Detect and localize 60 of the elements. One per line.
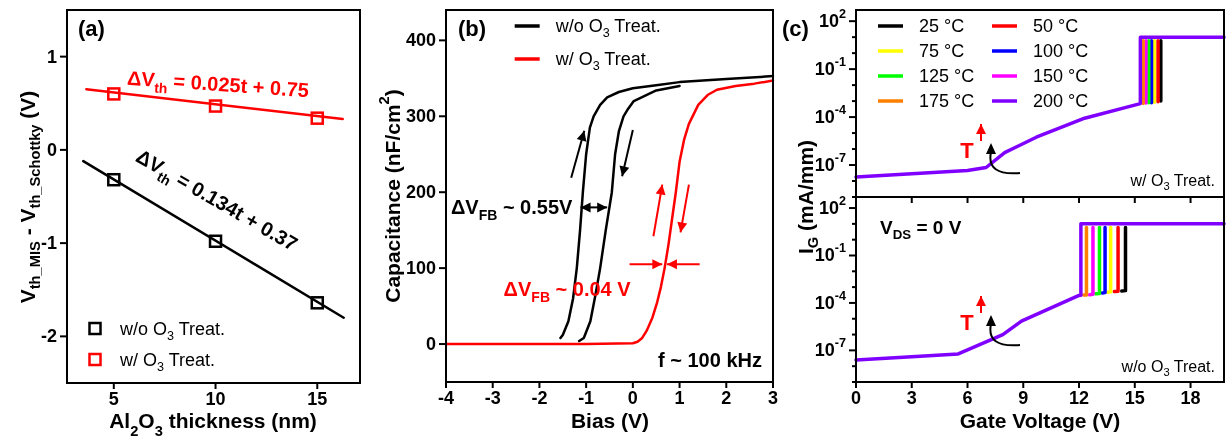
y-tick-label: 10$^{-4}$	[814, 288, 846, 313]
x-tick-label: 10	[205, 389, 226, 409]
annotation: T	[960, 309, 975, 335]
x-tick-label: 3	[767, 388, 779, 408]
y-tick-label: 1	[46, 46, 57, 67]
annotation: w/o O$_{3}$ Treat.	[1120, 357, 1215, 378]
y-tick-label: 10$^{2}$	[818, 194, 846, 219]
x-tick-label: -4	[437, 388, 455, 408]
chart-title: (b)	[458, 16, 487, 41]
x-tick-label: 2	[721, 388, 732, 408]
x-tick-label: 3	[906, 388, 917, 408]
x-tick-label: 15	[307, 389, 328, 409]
legend-label: 75 °C	[919, 41, 965, 61]
x-tick-label: 6	[962, 388, 973, 408]
x-tick-label: -3	[484, 388, 501, 408]
y-tick-label: -1	[40, 233, 57, 254]
annotation: ΔV$_{th}$ = 0.025t + 0.75	[126, 66, 310, 102]
y-tick-label: 0	[425, 334, 436, 355]
legend-label: 50 °C	[1033, 16, 1079, 36]
legend-label: 125 °C	[919, 66, 975, 86]
y-tick-label: 100	[405, 258, 436, 279]
legend-label: w/o O$_{3}$ Treat.	[554, 16, 661, 40]
y-tick-label: 10$^{-4}$	[814, 103, 846, 128]
legend-label: w/o O$_{3}$ Treat.	[119, 318, 226, 343]
annotation: V$_{DS}$ = 0 V	[880, 216, 962, 242]
y-tick-label: 10$^{-7}$	[814, 151, 846, 176]
annotation: f ~ 100 kHz	[658, 349, 762, 371]
annotation: T	[960, 137, 975, 163]
annotation: w/ O$_{3}$ Treat.	[1129, 171, 1215, 192]
x-tick-label: 18	[1180, 388, 1201, 408]
x-tick-label: 15	[1124, 388, 1145, 408]
x-axis-title: Al$_{2}$O$_{3}$ thickness (nm)	[109, 409, 317, 436]
legend-label: 200 °C	[1033, 91, 1089, 111]
legend-label: w/ O$_{3}$ Treat.	[554, 49, 651, 73]
y-tick-label: 0	[46, 139, 57, 160]
x-tick-label: -1	[578, 388, 595, 408]
x-tick-label: -2	[531, 388, 548, 408]
x-tick-label: 0	[850, 388, 862, 408]
y-tick-label: 200	[405, 182, 436, 203]
chart-title: (c)	[782, 16, 809, 41]
y-tick-label: 400	[405, 30, 436, 51]
y-tick-label: 10$^{-7}$	[814, 336, 846, 361]
legend-label: 175 °C	[919, 91, 975, 111]
y-tick-label: 10$^{-1}$	[814, 55, 846, 80]
annotation: ΔV$_{FB}$ ~ 0.55V	[450, 196, 574, 224]
legend-label: 150 °C	[1033, 66, 1089, 86]
x-tick-label: 0	[627, 388, 638, 408]
x-tick-label: 9	[1018, 388, 1029, 408]
x-tick-label: 12	[1069, 388, 1090, 408]
x-axis-title: Gate Voltage (V)	[959, 409, 1121, 432]
x-axis-title: Bias (V)	[570, 409, 650, 432]
legend-label: w/ O$_{3}$ Treat.	[119, 349, 216, 374]
legend-label: 100 °C	[1033, 41, 1089, 61]
x-tick-label: 5	[108, 389, 119, 409]
chart-title: (a)	[78, 16, 105, 41]
y-tick-label: 300	[405, 106, 436, 127]
y-tick-label: 10$^{2}$	[818, 7, 846, 32]
y-tick-label: -2	[40, 326, 57, 347]
x-tick-label: 1	[674, 388, 685, 408]
legend-label: 25 °C	[919, 16, 965, 36]
